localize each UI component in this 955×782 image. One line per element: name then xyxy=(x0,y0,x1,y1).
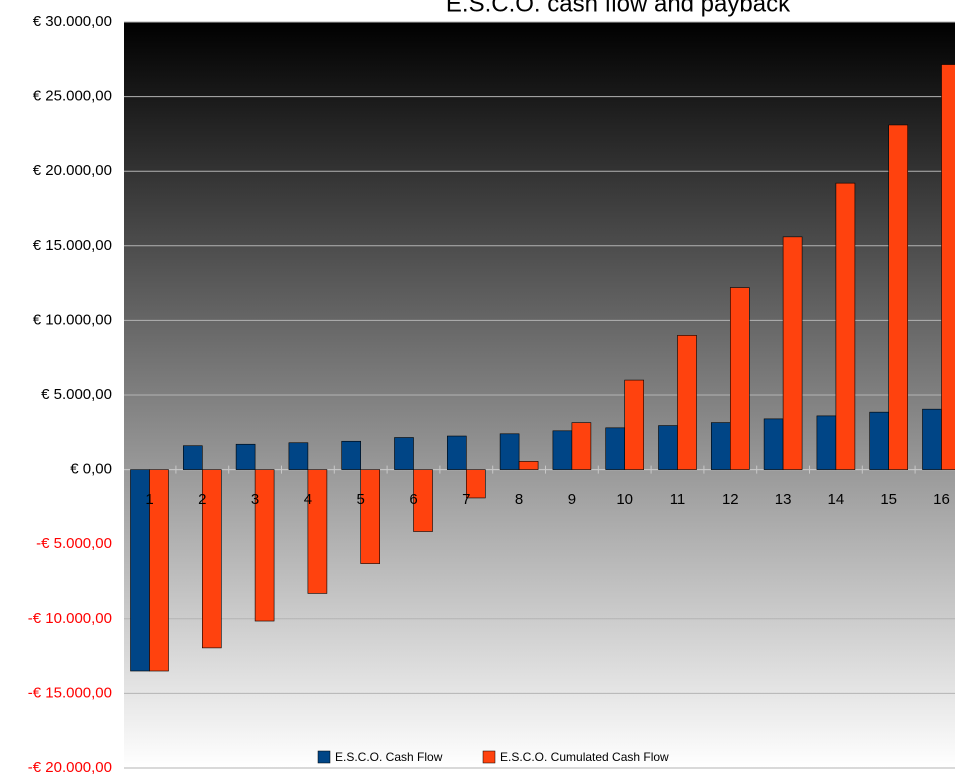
cash-flow-bar xyxy=(288,442,309,470)
cash-flow-bar xyxy=(183,445,203,470)
y-tick-label: -€ 10.000,00 xyxy=(28,610,112,627)
cash-flow-bar xyxy=(499,433,520,470)
y-tick-label: € 0,00 xyxy=(70,461,112,478)
y-axis-labels: € 30.000,00 € 25.000,00 € 20.000,00 € 15.00… xyxy=(28,13,112,776)
x-tick-label: 15 xyxy=(880,491,897,508)
cumulated-cash-flow-bar xyxy=(677,335,697,470)
x-tick-label: 8 xyxy=(515,491,523,508)
cumulated-cash-flow-bar xyxy=(360,469,381,564)
x-tick-label: 7 xyxy=(462,491,470,508)
x-tick-label: 16 xyxy=(933,491,950,508)
x-tick-label: 5 xyxy=(357,491,365,508)
x-tick-label: 10 xyxy=(616,491,633,508)
cumulated-cash-flow-bar xyxy=(941,64,955,470)
cash-flow-bar xyxy=(763,418,784,470)
chart-title: E.S.C.O. cash flow and payback xyxy=(446,0,791,17)
cumulated-cash-flow-bar xyxy=(518,461,539,470)
cash-flow-bar xyxy=(446,435,467,470)
x-tick-label: 9 xyxy=(568,491,576,508)
y-tick-label: -€ 15.000,00 xyxy=(28,684,112,701)
cumulated-cash-flow-bar xyxy=(254,469,275,622)
x-tick-label: 3 xyxy=(251,491,259,508)
y-tick-label: -€ 5.000,00 xyxy=(36,535,112,552)
cash-flow-bar xyxy=(869,411,890,470)
cash-flow-bar xyxy=(341,440,362,470)
y-tick-label: € 10.000,00 xyxy=(33,311,112,328)
cumulated-cash-flow-bar xyxy=(149,469,169,672)
cumulated-cash-flow-bar xyxy=(624,379,645,470)
x-tick-label: 11 xyxy=(670,491,686,508)
x-tick-label: 2 xyxy=(198,491,206,508)
cumulated-cash-flow-bar xyxy=(888,124,909,470)
y-tick-label: € 20.000,00 xyxy=(33,162,112,179)
cash-flow-bar xyxy=(922,408,942,470)
legend-label-cash-flow: E.S.C.O. Cash Flow xyxy=(335,750,443,764)
y-tick-label: € 5.000,00 xyxy=(41,386,112,403)
cumulated-cash-flow-bar xyxy=(307,469,328,594)
bars xyxy=(130,64,955,672)
legend-swatch-cash-flow xyxy=(317,750,331,764)
x-tick-label: 12 xyxy=(722,491,739,508)
cash-flow-bar xyxy=(816,415,837,470)
x-tick-label: 14 xyxy=(828,491,845,508)
cumulated-cash-flow-bar xyxy=(202,469,222,649)
y-tick-label: -€ 20.000,00 xyxy=(28,759,112,776)
x-axis-labels: 1 2 3 4 5 6 7 8 9 10 11 12 13 14 15 16 xyxy=(145,491,950,508)
x-tick-label: 6 xyxy=(409,491,417,508)
cumulated-cash-flow-bar xyxy=(835,182,856,470)
cumulated-cash-flow-bar xyxy=(413,469,433,532)
legend-swatch-cumulated xyxy=(482,750,496,764)
cumulated-cash-flow-bar xyxy=(465,469,486,499)
x-tick-label: 13 xyxy=(775,491,792,508)
cash-flow-bar xyxy=(394,437,414,470)
y-tick-label: € 15.000,00 xyxy=(33,237,112,254)
cash-flow-bar xyxy=(605,427,626,470)
cumulated-cash-flow-bar xyxy=(782,236,803,470)
cash-flow-bar xyxy=(235,443,256,470)
cash-flow-bar xyxy=(710,422,731,470)
cash-flow-bar xyxy=(658,425,678,470)
cumulated-cash-flow-bar xyxy=(729,287,750,470)
x-tick-label: 1 xyxy=(145,491,153,508)
cash-flow-bar xyxy=(552,430,573,470)
x-tick-label: 4 xyxy=(304,491,312,508)
y-tick-label: € 30.000,00 xyxy=(33,13,112,30)
cumulated-cash-flow-bar xyxy=(571,422,592,470)
legend-label-cumulated: E.S.C.O. Cumulated Cash Flow xyxy=(500,750,669,764)
legend: E.S.C.O. Cash Flow E.S.C.O. Cumulated Ca… xyxy=(317,750,669,764)
y-tick-label: € 25.000,00 xyxy=(33,88,112,105)
